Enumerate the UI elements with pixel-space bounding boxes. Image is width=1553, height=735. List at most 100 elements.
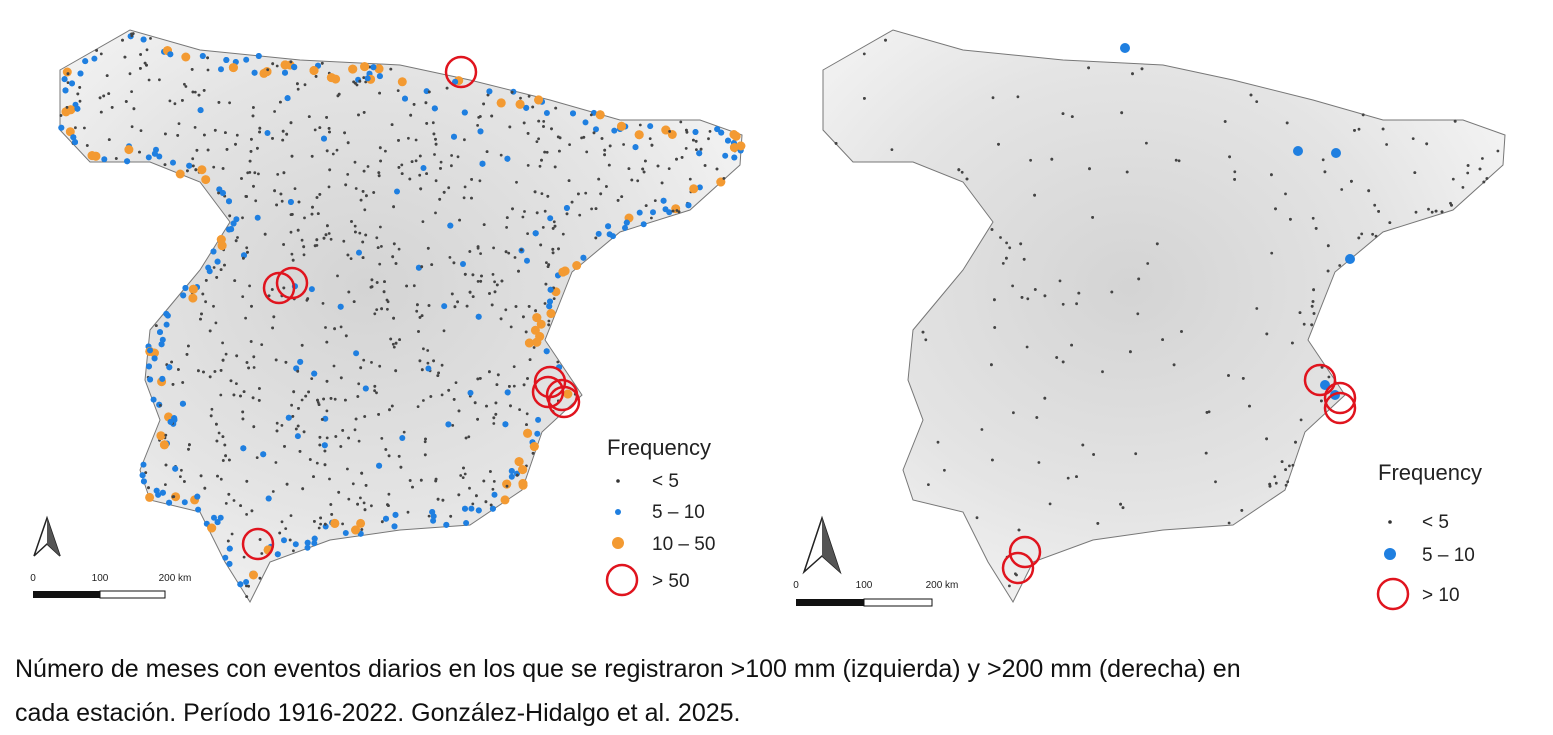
station-dot [184, 85, 188, 88]
station-dot [258, 576, 262, 580]
station-dot [352, 300, 356, 303]
station-dot [378, 91, 381, 95]
station-dot [534, 309, 537, 313]
station-dot [463, 272, 467, 276]
station-dot [468, 250, 472, 253]
station-dot [233, 216, 240, 223]
station-dot [993, 326, 997, 329]
station-dot [107, 92, 111, 95]
station-dot [420, 368, 424, 372]
station-dot [523, 210, 526, 213]
station-dot [213, 370, 217, 373]
station-dot [522, 121, 526, 125]
station-dot [208, 375, 212, 379]
station-dot [217, 191, 221, 195]
station-dot [346, 141, 350, 145]
station-dot [372, 191, 376, 194]
station-dot [240, 177, 243, 180]
station-dot [336, 274, 339, 278]
station-dot [344, 334, 348, 338]
station-dot [188, 284, 198, 294]
station-dot [177, 122, 181, 125]
station-dot [188, 443, 191, 447]
station-dot [260, 343, 264, 346]
station-dot [459, 474, 463, 477]
station-dot [368, 65, 372, 69]
station-dot [218, 66, 224, 73]
legend-symbol [1376, 577, 1410, 611]
station-dot [557, 247, 560, 251]
legend-item: > 10 [1422, 585, 1460, 606]
station-dot [427, 514, 431, 518]
north-arrow-shade [822, 518, 840, 572]
station-dot [333, 397, 337, 401]
station-dot [525, 412, 529, 416]
station-dot [507, 251, 511, 255]
station-dot [521, 215, 525, 219]
station-dot [156, 431, 166, 441]
station-dot [359, 496, 362, 500]
station-dot [130, 90, 134, 93]
station-dot [492, 480, 496, 483]
station-dot [1377, 210, 1380, 213]
station-dot [479, 279, 483, 283]
station-dot [245, 195, 249, 198]
station-dot [1274, 207, 1277, 211]
station-dot [364, 484, 368, 487]
station-dot [689, 184, 699, 194]
station-dot [529, 442, 539, 451]
station-dot [1214, 480, 1217, 484]
station-dot [226, 198, 232, 205]
station-dot [61, 76, 68, 83]
station-circle [1303, 363, 1337, 397]
station-dot [389, 67, 393, 71]
station-dot [490, 303, 494, 307]
station-dot [215, 276, 219, 279]
station-dot [245, 513, 249, 516]
station-dot [199, 474, 203, 478]
station-dot [171, 383, 175, 386]
station-dot [151, 355, 158, 362]
station-dot [1070, 343, 1073, 347]
station-dot [1411, 137, 1415, 141]
station-dot [482, 479, 486, 483]
station-dot [553, 224, 557, 228]
station-dot [311, 540, 318, 547]
station-dot [354, 187, 358, 190]
station-dot [1055, 356, 1059, 359]
station-dot [373, 384, 377, 388]
station-dot [1172, 363, 1176, 367]
station-dot [551, 247, 555, 251]
station-dot [356, 518, 366, 528]
station-dot [223, 443, 227, 447]
station-dot [328, 130, 331, 134]
station-dot [224, 352, 228, 356]
station-dot [491, 487, 495, 491]
station-dot [181, 381, 185, 384]
station-dot [166, 499, 173, 506]
station-dot [532, 230, 539, 237]
station-dot [650, 216, 653, 220]
station-dot [276, 173, 280, 176]
station-dot [1357, 236, 1361, 240]
station-dot [489, 470, 492, 473]
station-dot [578, 213, 582, 217]
station-dot [139, 129, 143, 133]
station-dot [215, 439, 219, 443]
station-dot [1270, 173, 1273, 177]
station-dot [145, 154, 152, 161]
station-dot [722, 152, 729, 159]
station-dot [315, 461, 319, 465]
station-dot [140, 461, 147, 468]
station-dot [216, 235, 226, 244]
station-dot [321, 302, 325, 305]
station-dot [1061, 360, 1065, 364]
station-dot [407, 136, 410, 140]
station-dot [211, 514, 217, 521]
station-dot [582, 135, 586, 139]
station-dot [303, 83, 307, 87]
station-dot [228, 226, 235, 233]
station-dot [1174, 158, 1178, 162]
station-dot [694, 139, 698, 143]
station-dot [65, 106, 69, 109]
